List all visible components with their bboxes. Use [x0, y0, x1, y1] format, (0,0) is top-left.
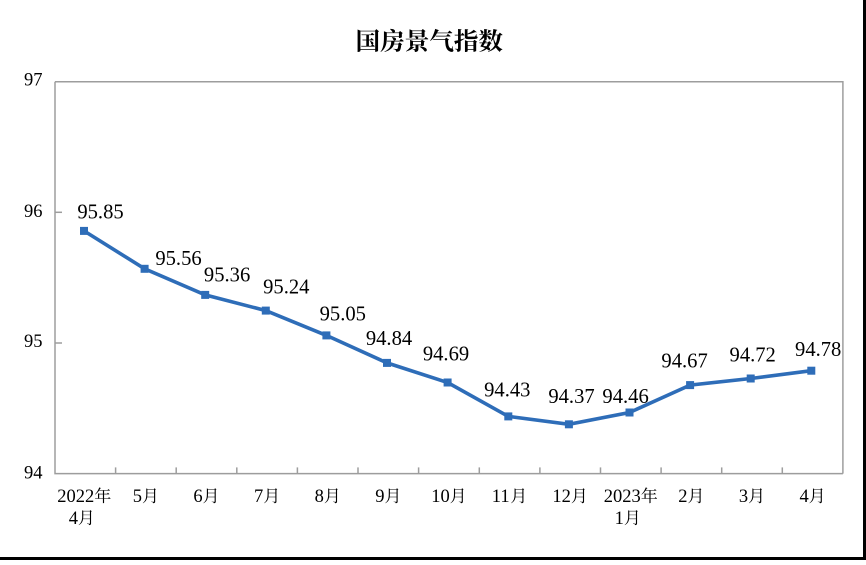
svg-text:2: 2	[678, 487, 687, 507]
svg-text:95.36: 95.36	[204, 265, 250, 287]
svg-text:10: 10	[431, 487, 450, 507]
svg-text:96: 96	[24, 202, 43, 222]
svg-text:4: 4	[69, 509, 78, 529]
svg-text:3: 3	[739, 487, 748, 507]
svg-text:6: 6	[193, 487, 202, 507]
svg-text:94.69: 94.69	[423, 344, 469, 366]
svg-text:7: 7	[254, 487, 263, 507]
svg-text:94.72: 94.72	[730, 344, 776, 366]
svg-text:11: 11	[492, 487, 510, 507]
svg-text:4: 4	[800, 487, 809, 507]
svg-text:94.67: 94.67	[661, 351, 707, 373]
svg-text:94.37: 94.37	[548, 386, 594, 408]
svg-text:2022: 2022	[57, 487, 94, 507]
svg-text:12: 12	[552, 487, 571, 507]
svg-text:9: 9	[375, 487, 384, 507]
svg-text:94.46: 94.46	[602, 386, 648, 408]
svg-text:95: 95	[24, 332, 43, 352]
svg-text:2023: 2023	[604, 487, 641, 507]
svg-text:95.56: 95.56	[155, 248, 201, 270]
svg-text:95.24: 95.24	[263, 276, 309, 298]
svg-text:95.05: 95.05	[320, 303, 366, 325]
svg-text:94.78: 94.78	[795, 339, 841, 361]
svg-text:94: 94	[24, 463, 43, 483]
svg-text:97: 97	[24, 71, 43, 91]
svg-text:1: 1	[615, 509, 624, 529]
svg-text:94.84: 94.84	[366, 328, 412, 350]
svg-text:94.43: 94.43	[484, 380, 530, 402]
svg-text:95.85: 95.85	[77, 202, 123, 224]
svg-text:5: 5	[133, 487, 142, 507]
svg-text:8: 8	[315, 487, 324, 507]
